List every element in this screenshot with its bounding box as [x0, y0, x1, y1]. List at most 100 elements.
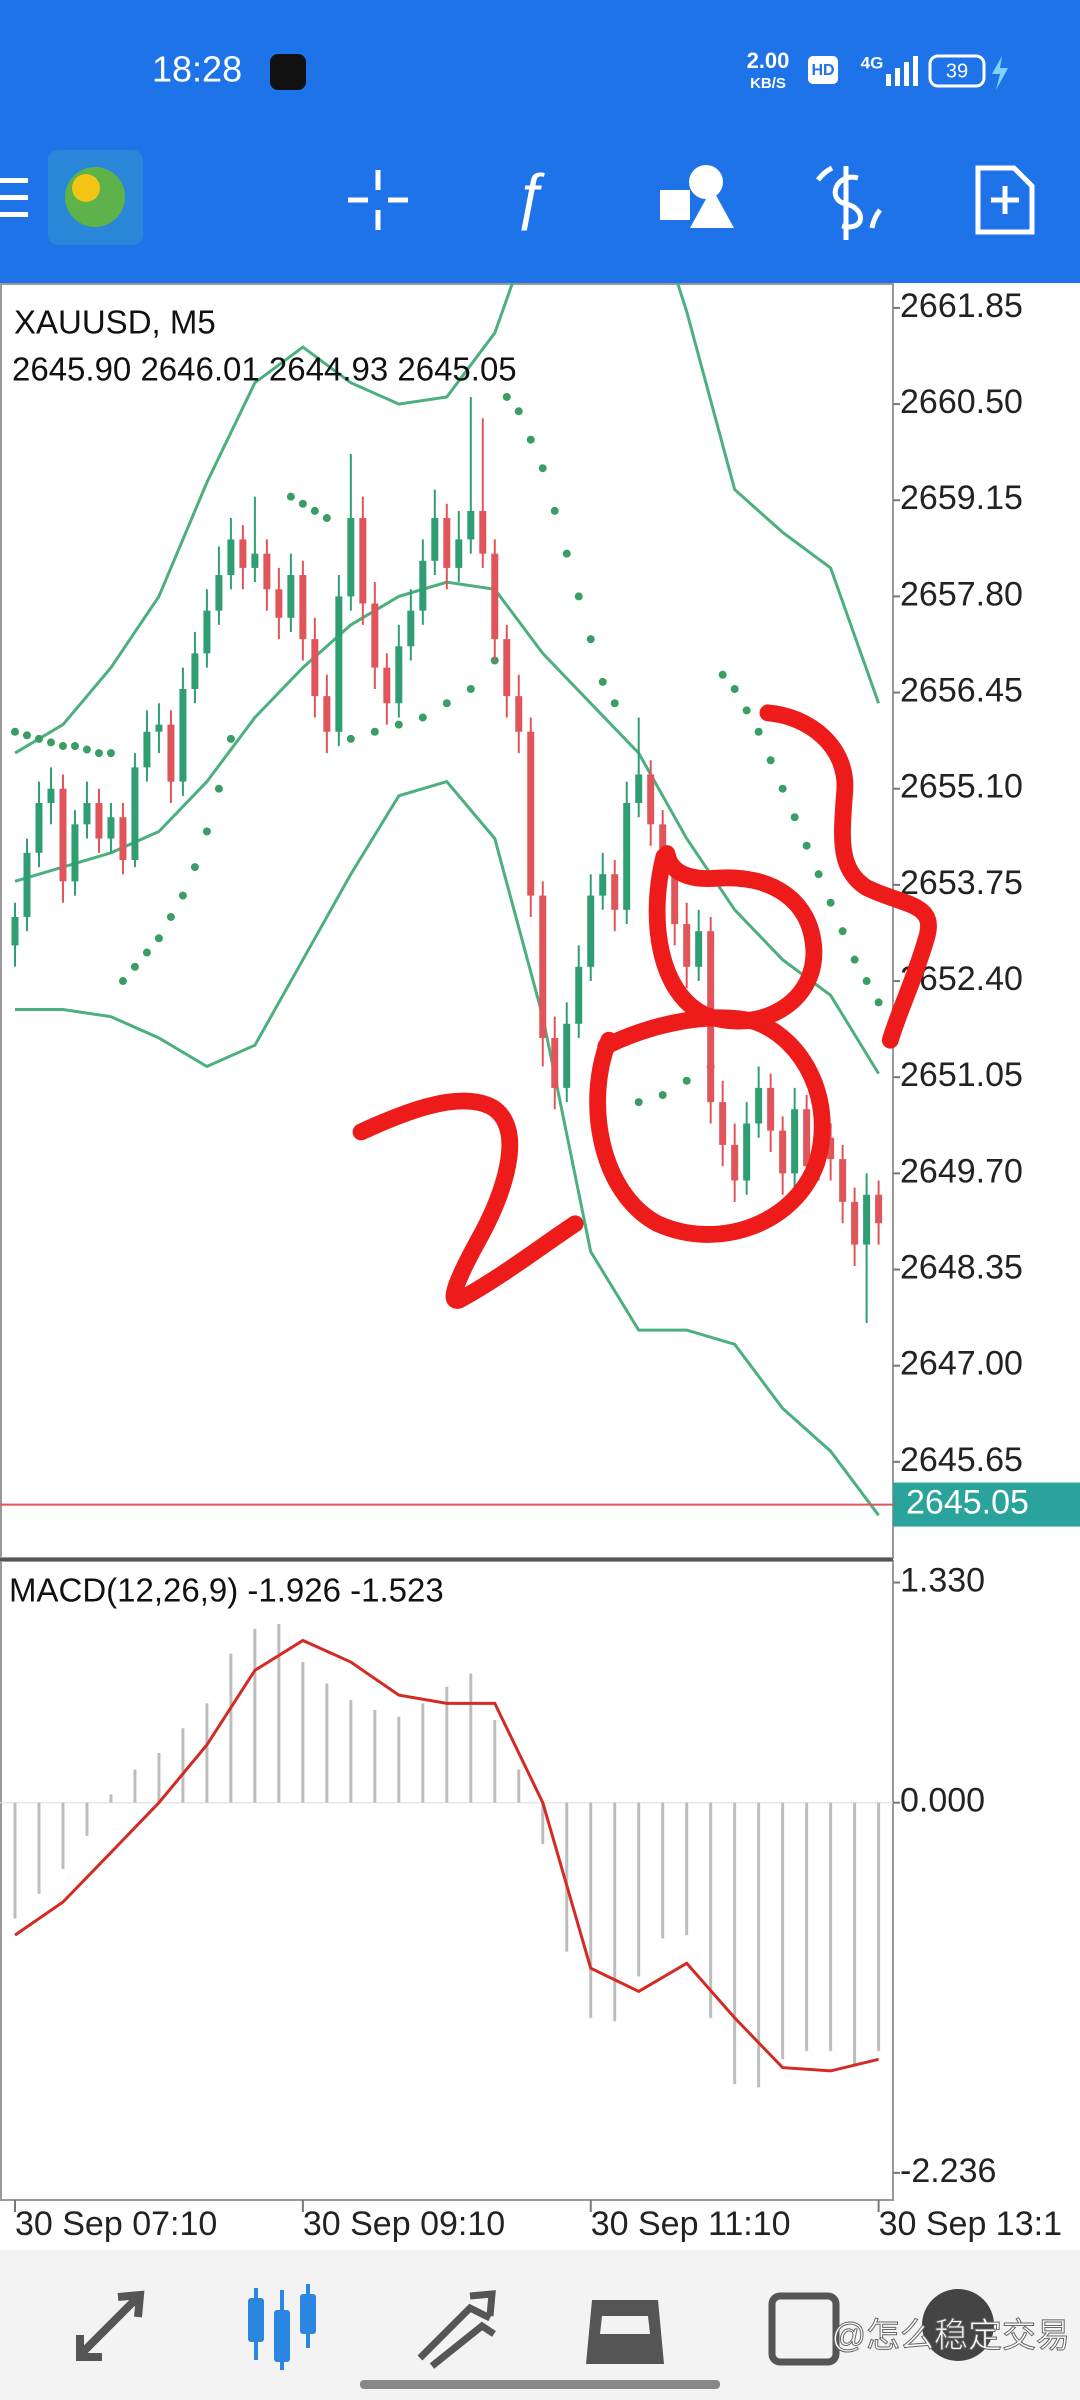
candle-body — [95, 802, 103, 839]
sar-dot — [814, 870, 823, 879]
sar-dot — [850, 955, 859, 964]
macd-histogram-bar — [85, 1802, 89, 1836]
y-tick-label: 2656.45 — [900, 672, 1023, 710]
trade-tab[interactable] — [417, 2290, 496, 2369]
sar-dot — [226, 734, 235, 743]
sar-dot — [742, 706, 751, 715]
net-unit: KB/S — [750, 75, 786, 92]
candle-body — [527, 731, 535, 896]
x-tick-label: 30 Sep 07:10 — [15, 2205, 217, 2243]
candle-body — [383, 667, 391, 704]
candle-body — [395, 646, 403, 704]
candle-body — [755, 1087, 763, 1124]
settings-tab[interactable] — [922, 2289, 994, 2361]
sar-dot — [154, 934, 163, 943]
watermark: @怎么稳定交易 — [831, 2317, 1070, 2355]
bollinger-band — [15, 779, 880, 1517]
y-tick-label: 2655.10 — [900, 768, 1023, 806]
candle-body — [251, 553, 259, 568]
crosshair-button[interactable] — [348, 170, 408, 230]
objects-button[interactable] — [660, 165, 734, 228]
candle-body — [119, 817, 127, 860]
candle-body — [431, 518, 439, 561]
sar-dot — [766, 756, 775, 765]
app-header — [0, 0, 1080, 283]
sar-dot — [202, 827, 211, 836]
candle-body — [11, 916, 19, 946]
ohlc-label: 2645.90 2646.01 2644.93 2645.05 — [12, 351, 517, 388]
candle-body — [203, 610, 211, 654]
bollinger-band — [14, 283, 881, 755]
macd-plot — [0, 1623, 893, 2088]
macd-histogram-bar — [277, 1623, 281, 1803]
candle-body — [863, 1194, 871, 1245]
candle-body — [107, 817, 115, 839]
macd-histogram-bar — [157, 1753, 161, 1803]
macd-histogram-bar — [13, 1802, 17, 1919]
menu-button[interactable] — [0, 178, 28, 217]
candle-body — [299, 575, 307, 640]
candle-body — [347, 518, 355, 597]
sar-dot — [178, 891, 187, 900]
sar-dot — [862, 977, 871, 986]
candle-body — [407, 610, 415, 647]
candle-body — [143, 731, 151, 768]
network-type: 4G — [861, 53, 884, 72]
macd-histogram-bar — [613, 1802, 617, 2022]
candle-body — [503, 639, 511, 697]
hd-badge — [808, 56, 838, 84]
macd-histogram-bar — [37, 1802, 41, 1894]
sar-dot — [682, 1076, 691, 1085]
candle-body — [515, 696, 523, 732]
sar-dot — [418, 713, 427, 722]
candle-body — [47, 788, 55, 803]
sar-dot — [82, 745, 91, 754]
candle-body — [371, 603, 379, 668]
macd-histogram-bar — [109, 1794, 113, 1803]
macd-histogram-bar — [325, 1683, 329, 1803]
y-tick-label: 2660.50 — [900, 383, 1023, 421]
trade-button[interactable] — [815, 165, 883, 240]
new-order-button[interactable] — [975, 165, 1035, 235]
candle-body — [323, 696, 331, 732]
macd-histogram-bar — [829, 1802, 833, 2052]
history-tab[interactable] — [586, 2300, 664, 2364]
net-speed: 2.00 — [747, 48, 790, 73]
candle-body — [335, 596, 343, 732]
sar-dot — [70, 741, 79, 750]
indicators-button[interactable]: ƒ — [513, 161, 547, 230]
sar-dot — [10, 727, 19, 736]
macd-histogram-bar — [589, 1802, 593, 2018]
messages-tab[interactable] — [768, 2292, 840, 2366]
macd-histogram-bar — [133, 1769, 137, 1803]
candle-body — [683, 924, 691, 967]
bottom-nav — [0, 2250, 1080, 2400]
sar-dot — [802, 841, 811, 850]
sar-dot — [730, 685, 739, 694]
macd-y-tick-label: 0.000 — [900, 1782, 985, 1820]
sar-dot — [526, 435, 535, 444]
sar-dot — [106, 749, 115, 758]
candle-body — [671, 874, 679, 925]
candle-body — [695, 931, 703, 967]
candle-body — [719, 1102, 727, 1145]
y-tick-label: 2651.05 — [900, 1056, 1023, 1094]
sar-dot — [466, 685, 475, 694]
last-price-box — [893, 1482, 1080, 1527]
quotes-tab[interactable] — [76, 2290, 145, 2361]
candle-body — [599, 874, 607, 896]
macd-y-tick-label: 1.330 — [900, 1562, 985, 1600]
candle-body — [611, 874, 619, 910]
last-price-label: 2645.05 — [906, 1484, 1029, 1522]
candle-body — [191, 653, 199, 690]
candle-body — [623, 802, 631, 910]
chart-tab[interactable] — [248, 2284, 316, 2370]
candle-body — [839, 1159, 847, 1202]
y-tick-label: 2649.70 — [900, 1152, 1023, 1190]
candle-body — [311, 639, 319, 697]
macd-histogram-bar — [397, 1716, 401, 1803]
sar-dot — [838, 927, 847, 936]
x-tick-label: 30 Sep 09:10 — [303, 2205, 505, 2243]
macd-histogram-bar — [805, 1802, 809, 2052]
sar-dot — [538, 464, 547, 473]
